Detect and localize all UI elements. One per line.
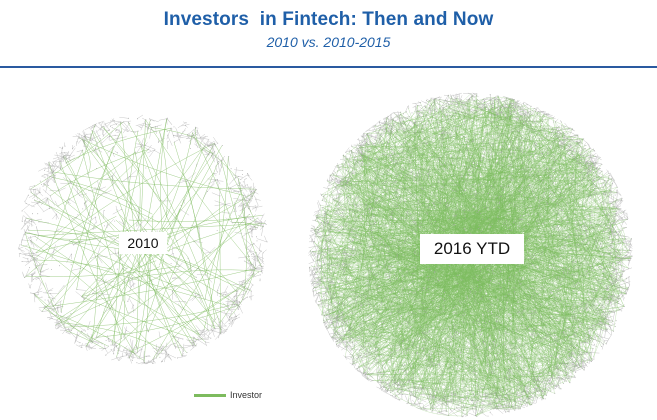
network-nodes xyxy=(18,117,268,364)
header: Investors in Fintech: Then and Now 2010 … xyxy=(0,0,657,68)
network-nodes xyxy=(309,93,633,418)
network-label-2016: 2016 YTD xyxy=(420,234,524,264)
page-title: Investors in Fintech: Then and Now xyxy=(163,9,494,30)
legend-investor-swatch xyxy=(194,394,226,397)
legend-investor-label: Investor xyxy=(230,390,263,400)
network-label-2010: 2010 xyxy=(119,232,167,254)
page-subtitle: 2010 vs. 2010-2015 xyxy=(266,34,391,50)
network-edges xyxy=(18,114,268,365)
header-divider xyxy=(0,66,657,68)
network-graph-2010 xyxy=(15,112,270,367)
network-graph-2010-canvas xyxy=(18,114,268,365)
